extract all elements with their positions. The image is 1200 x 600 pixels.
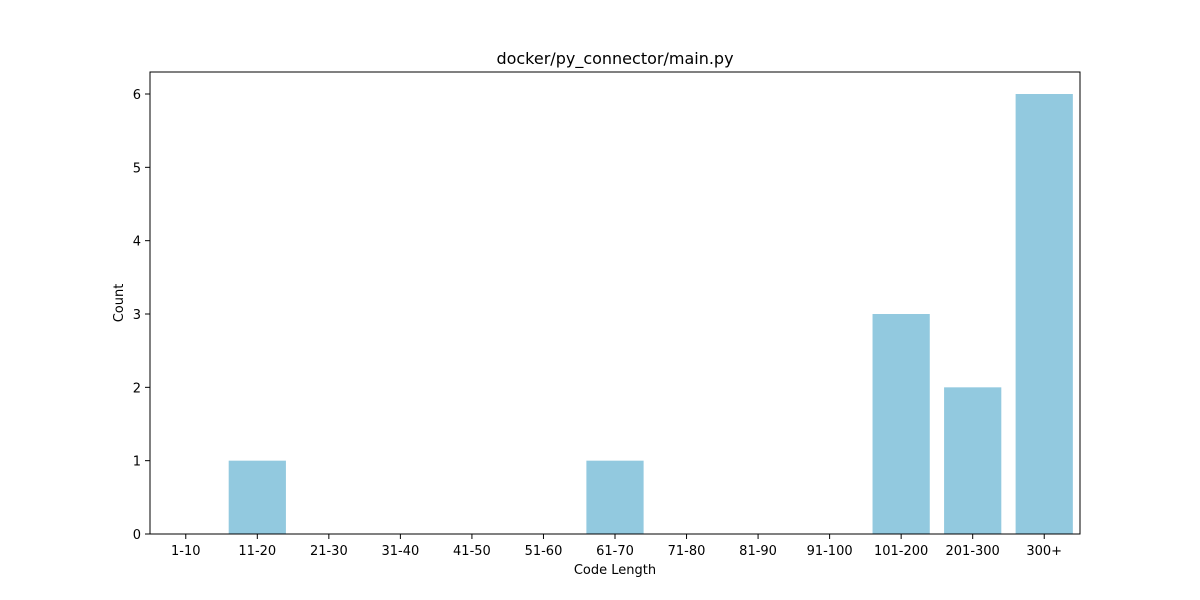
bar-101-200: [872, 314, 930, 534]
x-tick-label: 71-80: [668, 544, 706, 559]
bar-201-300: [944, 387, 1002, 534]
x-tick-label: 201-300: [946, 544, 1000, 559]
x-tick-label: 91-100: [807, 544, 853, 559]
bar-300+: [1015, 94, 1073, 534]
x-tick-label: 41-50: [453, 544, 491, 559]
y-axis-label: Count: [112, 284, 127, 323]
y-tick-label: 5: [133, 161, 141, 176]
y-axis-ticks: 0 1 2 3 4 5 6: [133, 88, 150, 543]
x-tick-label: 81-90: [739, 544, 777, 559]
bars-group: [228, 94, 1073, 534]
x-tick-label: 31-40: [381, 544, 419, 559]
y-tick-label: 6: [133, 88, 141, 103]
x-tick-label: 51-60: [525, 544, 563, 559]
y-tick-label: 3: [133, 308, 141, 323]
y-tick-label: 0: [133, 528, 141, 543]
y-tick-label: 4: [133, 235, 141, 250]
x-tick-label: 101-200: [874, 544, 928, 559]
y-tick-label: 1: [133, 455, 141, 470]
x-axis-ticks: 1-10 11-20 21-30 31-40 41-50 51-60 61-70 71-80 8…: [171, 534, 1062, 559]
x-tick-label: 1-10: [171, 544, 201, 559]
bar-61-70: [586, 460, 644, 534]
bar-11-20: [228, 460, 286, 534]
plot-frame: [149, 71, 1081, 535]
x-tick-label: 21-30: [310, 544, 348, 559]
y-tick-label: 2: [133, 381, 141, 396]
x-axis-label: Code Length: [574, 563, 656, 578]
x-tick-label: 11-20: [238, 544, 276, 559]
x-tick-label: 61-70: [596, 544, 634, 559]
x-tick-label: 300+: [1026, 544, 1062, 559]
chart-title: docker/py_connector/main.py: [496, 49, 733, 69]
